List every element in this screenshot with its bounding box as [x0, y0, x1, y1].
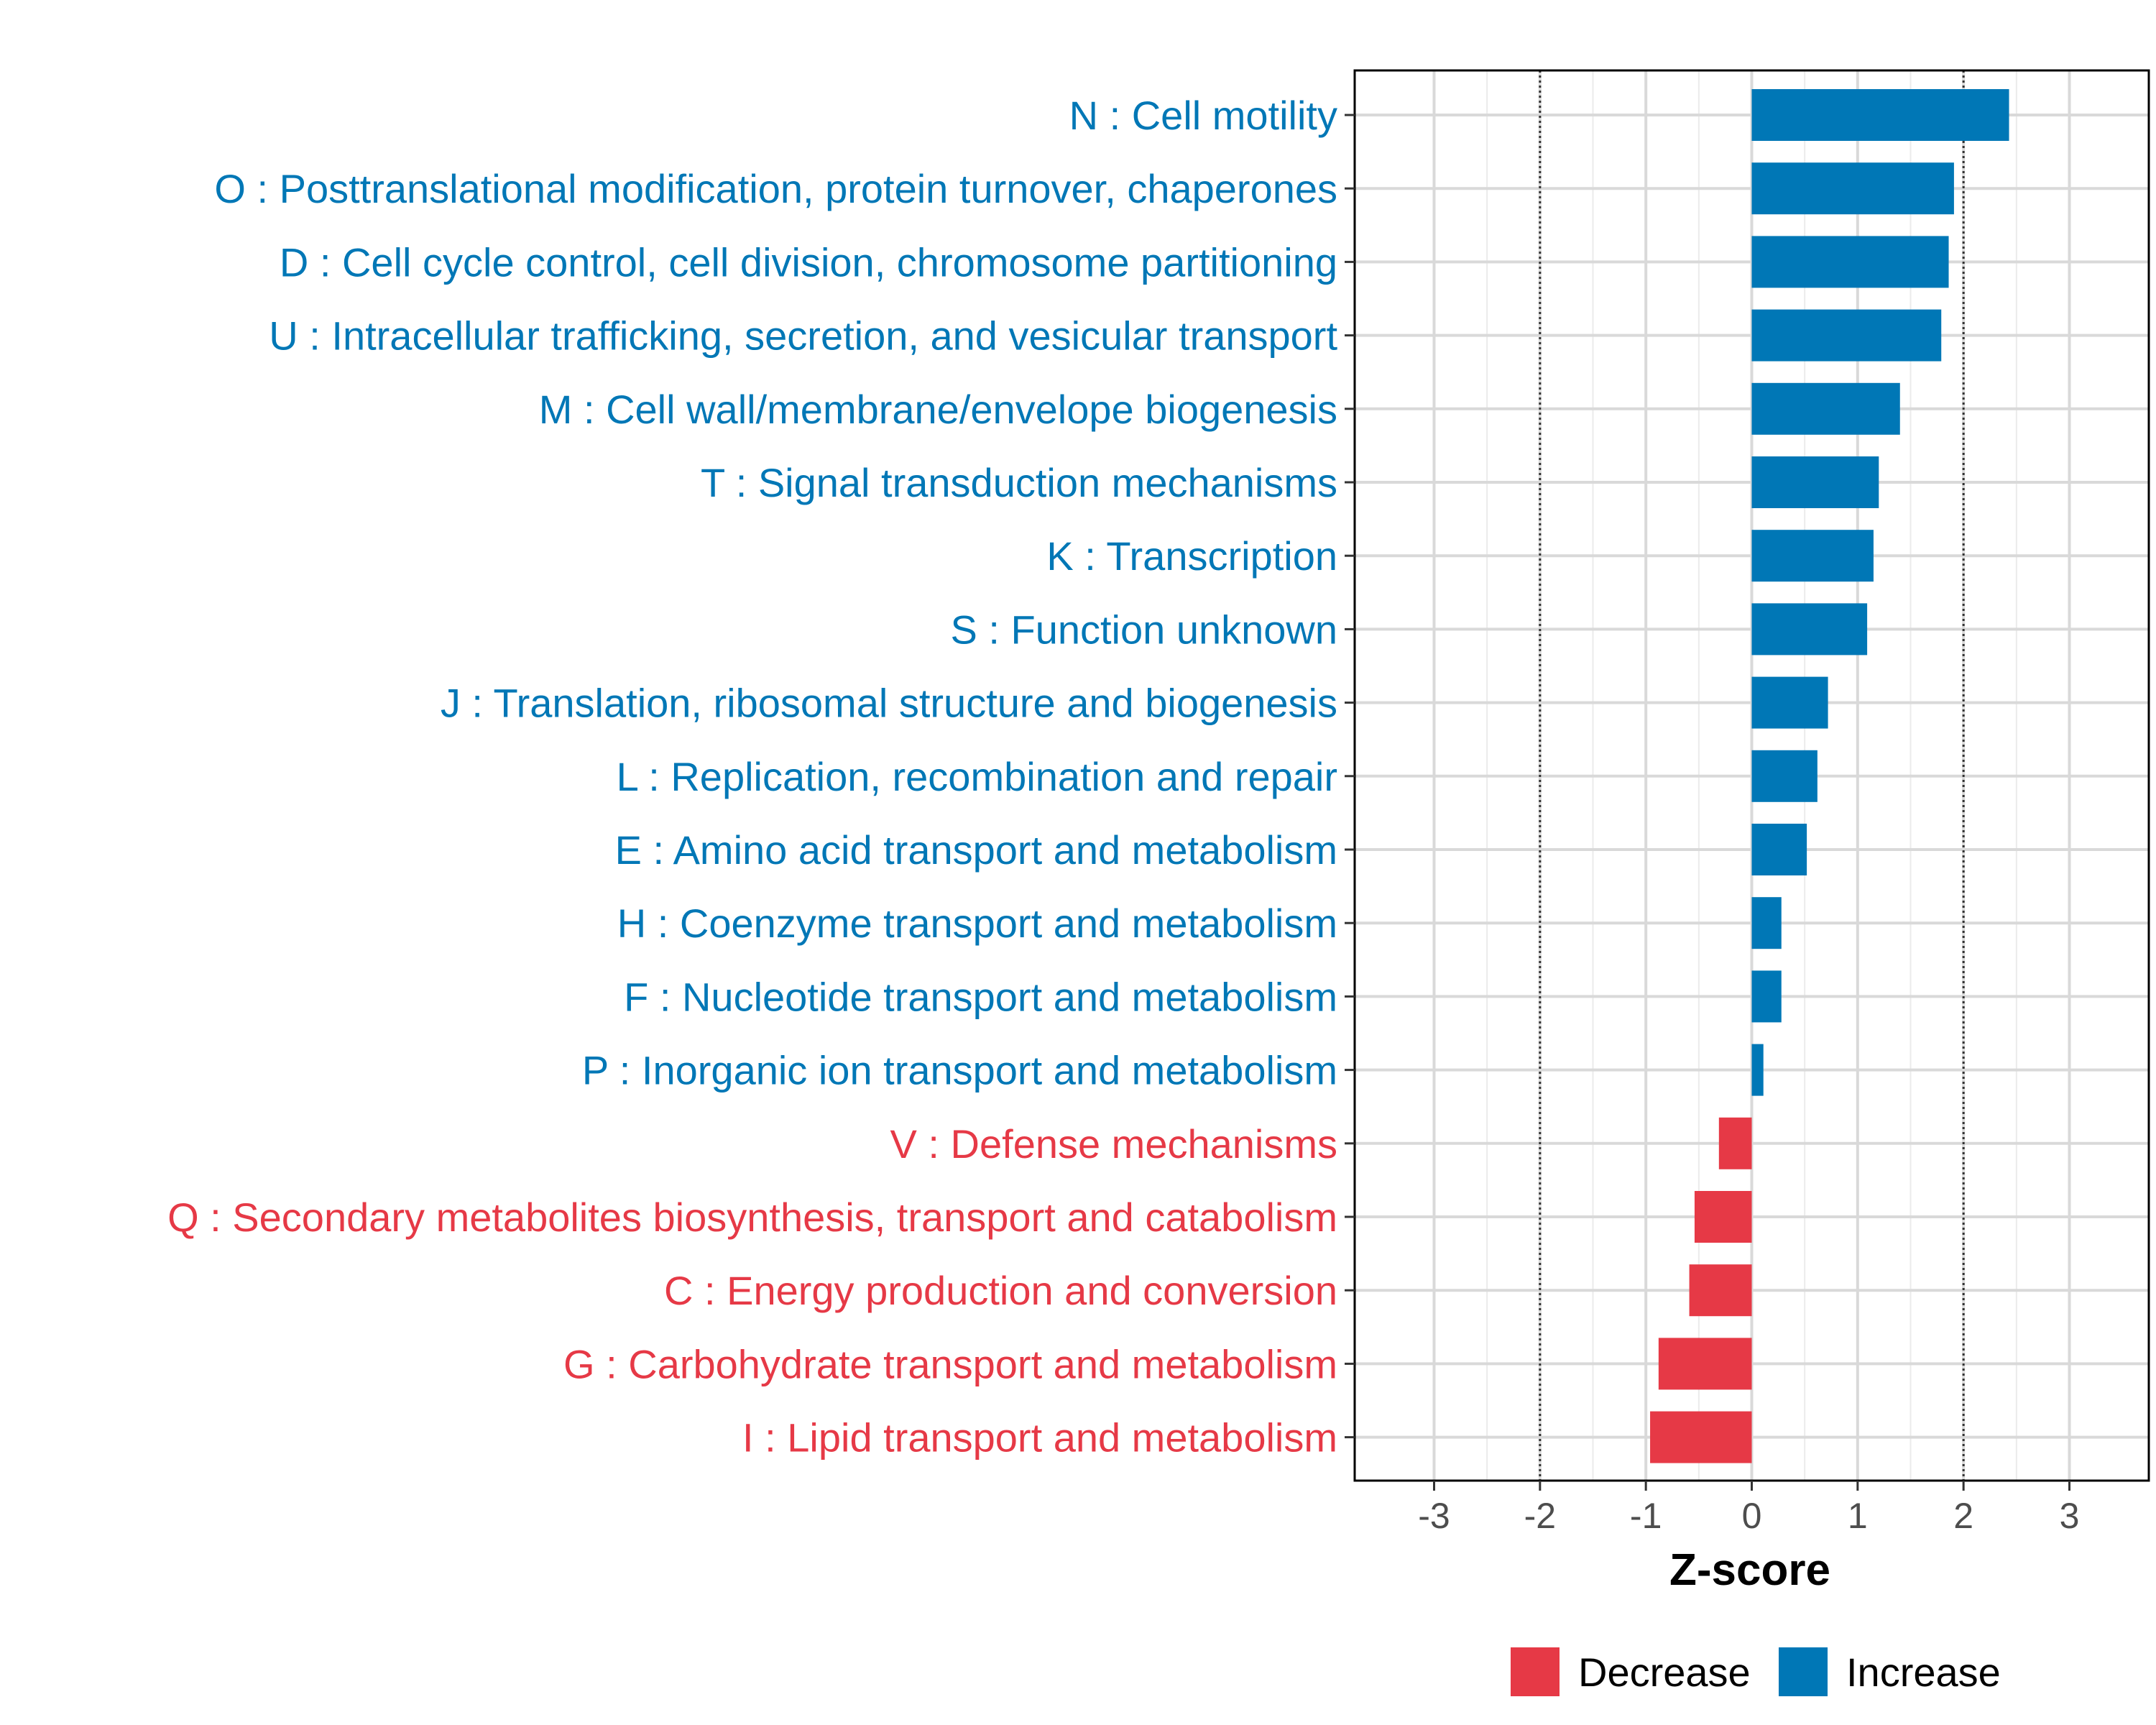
- legend-label: Decrease: [1578, 1650, 1751, 1695]
- bar: [1751, 236, 1949, 288]
- category-label: K : Transcription: [1046, 533, 1337, 579]
- x-tick-label: -3: [1418, 1496, 1450, 1536]
- x-tick-label: 1: [1848, 1496, 1868, 1536]
- category-label: S : Function unknown: [950, 607, 1337, 652]
- x-tick-label: 0: [1742, 1496, 1762, 1536]
- x-axis: -3 -2 -1 0 1 2 3: [1418, 1481, 2079, 1536]
- category-label: I : Lipid transport and metabolism: [742, 1415, 1337, 1460]
- category-label: P : Inorganic ion transport and metaboli…: [582, 1048, 1337, 1093]
- x-axis-title: Z-score: [1669, 1545, 1830, 1595]
- legend-key: [1779, 1647, 1828, 1696]
- category-label: V : Defense mechanisms: [890, 1121, 1337, 1167]
- category-label: N : Cell motility: [1069, 93, 1337, 138]
- x-tick-label: -1: [1630, 1496, 1662, 1536]
- bar: [1751, 676, 1828, 729]
- bar: [1751, 897, 1782, 949]
- category-label: C : Energy production and conversion: [664, 1268, 1337, 1313]
- category-label: T : Signal transduction mechanisms: [701, 460, 1337, 505]
- bar: [1751, 530, 1874, 582]
- category-label: G : Carbohydrate transport and metabolis…: [563, 1341, 1337, 1386]
- bar: [1751, 382, 1900, 435]
- bar: [1751, 970, 1782, 1023]
- category-label: L : Replication, recombination and repai…: [617, 754, 1337, 799]
- category-label: O : Posttranslational modification, prot…: [214, 166, 1337, 211]
- category-label: F : Nucleotide transport and metabolism: [624, 974, 1337, 1019]
- reference-lines: [1539, 70, 1965, 1481]
- bar: [1718, 1117, 1752, 1169]
- category-label: J : Translation, ribosomal structure and…: [441, 681, 1337, 726]
- category-label: H : Coenzyme transport and metabolism: [617, 901, 1337, 946]
- category-label: M : Cell wall/membrane/envelope biogenes…: [539, 387, 1337, 432]
- bar: [1751, 89, 2009, 141]
- x-tick-label: 2: [1953, 1496, 1973, 1536]
- bar: [1650, 1411, 1752, 1463]
- y-axis: N : Cell motility O : Posttranslational m…: [167, 93, 1355, 1460]
- category-label: E : Amino acid transport and metabolism: [615, 827, 1337, 873]
- bar: [1751, 603, 1868, 656]
- legend-key: [1511, 1647, 1560, 1696]
- bar: [1751, 750, 1818, 802]
- bar: [1751, 824, 1807, 875]
- x-tick-label: -2: [1524, 1496, 1556, 1536]
- bar: [1751, 1044, 1764, 1096]
- bar: [1694, 1191, 1752, 1243]
- category-label: D : Cell cycle control, cell division, c…: [280, 239, 1337, 285]
- x-tick-label: 3: [2060, 1496, 2080, 1536]
- bar: [1751, 309, 1942, 362]
- bar: [1689, 1264, 1752, 1317]
- legend-label: Increase: [1846, 1650, 2001, 1695]
- bars: [1650, 89, 2009, 1463]
- legend: Decrease Increase: [1511, 1647, 2001, 1696]
- category-label: Q : Secondary metabolites biosynthesis, …: [167, 1195, 1337, 1240]
- bar: [1658, 1338, 1752, 1390]
- bar: [1751, 162, 1954, 215]
- category-label: U : Intracellular trafficking, secretion…: [269, 313, 1337, 359]
- bar: [1751, 456, 1879, 508]
